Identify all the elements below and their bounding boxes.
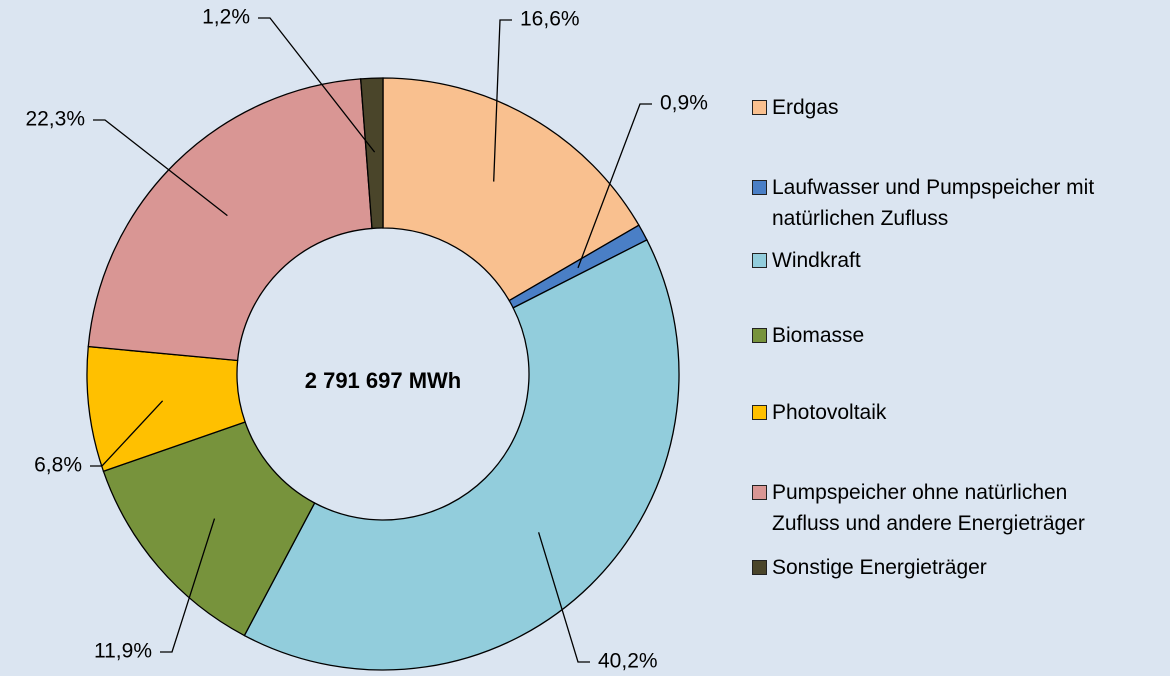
slices [86,77,680,671]
legend-swatch [752,485,767,500]
donut-slice [359,77,384,230]
legend-item: Sonstige Energieträger [752,552,1152,583]
legend-swatch [752,328,767,343]
donut-slice [87,78,373,362]
data-label: 16,6% [520,8,580,31]
legend-label: Erdgas [772,96,839,119]
donut-slice [382,77,640,302]
legend-item: Laufwasser und Pumpspeicher mit natürlic… [752,172,1152,234]
legend-swatch [752,405,767,420]
donut-slice [243,239,680,671]
legend-label: Laufwasser und Pumpspeicher mit natürlic… [772,176,1095,230]
legend-item: Erdgas [752,92,1152,123]
leader-line [93,119,228,217]
data-label: 40,2% [598,650,658,673]
leader-line [160,518,216,653]
data-label: 0,9% [660,92,708,115]
data-label: 1,2% [202,6,250,29]
legend-item: Pumpspeicher ohne natürlichen Zufluss un… [752,477,1152,539]
leader-line [577,103,652,269]
center-label: 2 791 697 MWh [305,368,462,393]
donut-slice [102,421,316,637]
legend-swatch [752,560,767,575]
legend-swatch [752,100,767,115]
legend-item: Photovoltaik [752,397,1152,428]
leader-line [258,17,376,153]
leader-line [90,400,164,467]
legend-swatch [752,253,767,268]
data-label: 11,9% [94,640,152,663]
leader-line [537,532,590,663]
legend-label: Biomasse [772,324,865,347]
legend-label: Windkraft [772,249,861,272]
legend-label: Photovoltaik [772,401,887,424]
data-label: 22,3% [25,108,85,131]
data-label: 6,8% [34,454,82,477]
legend-item: Biomasse [752,320,1152,351]
legend-label: Pumpspeicher ohne natürlichen Zufluss un… [772,481,1085,535]
leader-line [493,19,512,182]
leaders [90,17,652,663]
legend-swatch [752,180,767,195]
legend-label: Sonstige Energieträger [772,556,987,579]
legend-item: Windkraft [752,245,1152,276]
